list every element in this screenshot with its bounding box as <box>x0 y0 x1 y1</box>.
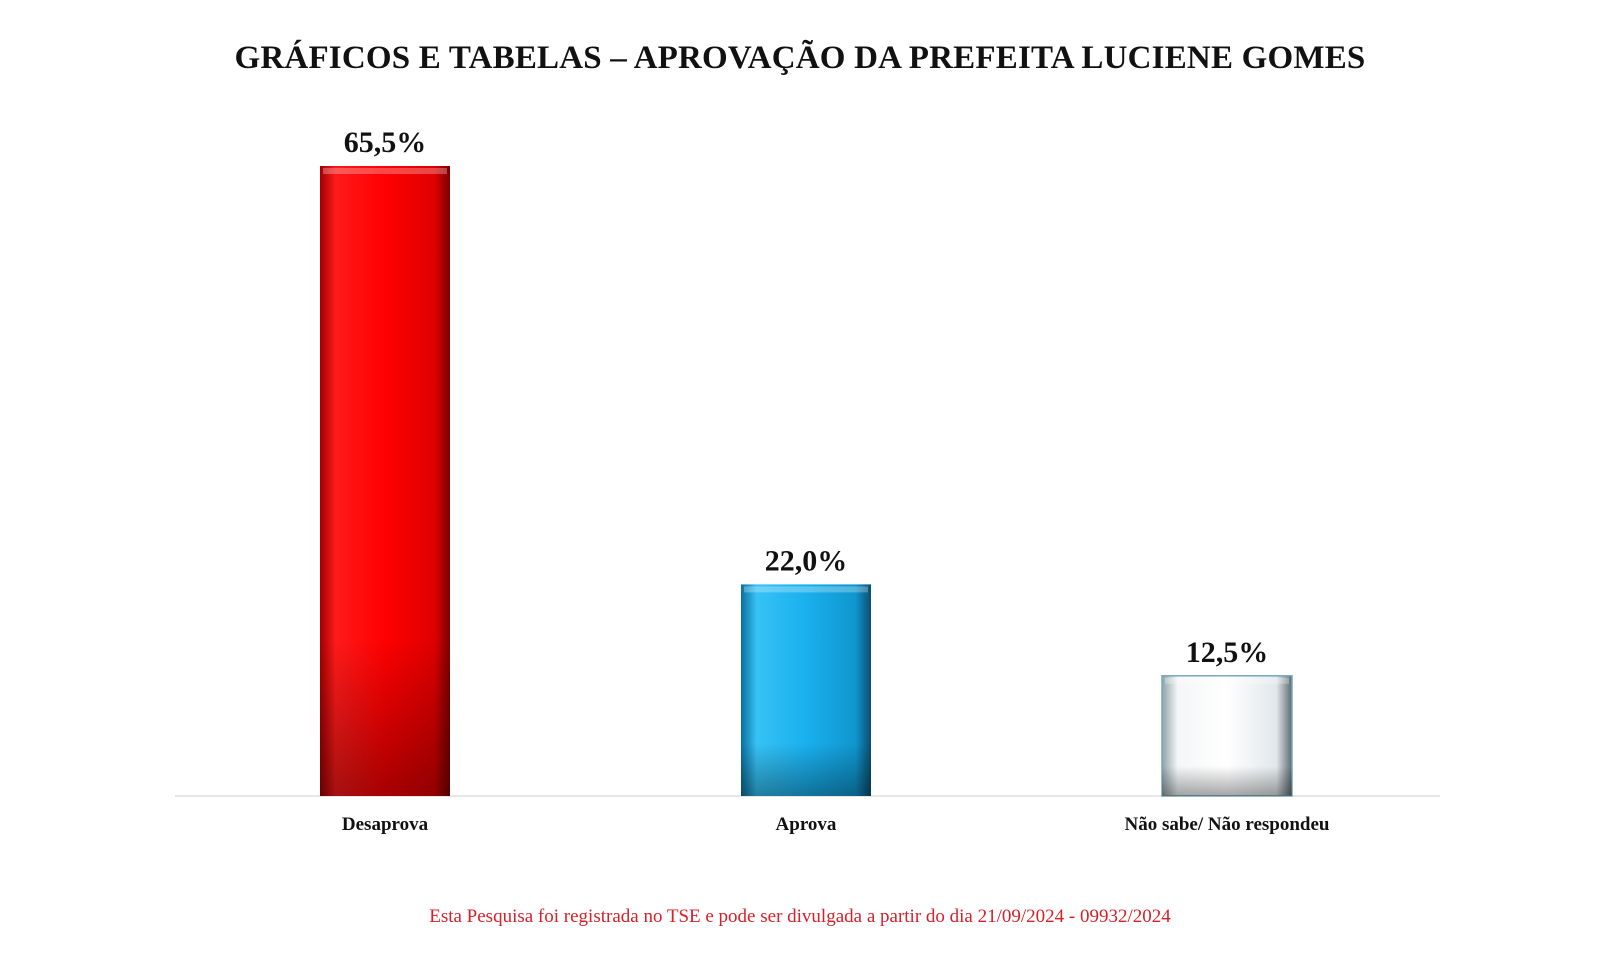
chart-title: GRÁFICOS E TABELAS – APROVAÇÃO DA PREFEI… <box>234 40 1366 76</box>
bar-bevel-desaprova <box>323 168 447 174</box>
bar-shade-aprova <box>741 584 871 796</box>
category-label-aprova: Aprova <box>776 814 837 835</box>
value-label-nao-sabe: 12,5% <box>1186 636 1269 669</box>
footer-note: Esta Pesquisa foi registrada no TSE e po… <box>429 906 1171 927</box>
bar-bevel-aprova <box>744 586 868 593</box>
bar-shade-desaprova <box>320 166 450 796</box>
category-label-nao-sabe: Não sabe/ Não respondeu <box>1125 814 1330 835</box>
bar-shade-nao-sabe <box>1162 675 1292 796</box>
bar-bevel-nao-sabe <box>1165 677 1289 684</box>
value-label-aprova: 22,0% <box>765 544 848 577</box>
category-label-desaprova: Desaprova <box>342 814 429 835</box>
value-label-desaprova: 65,5% <box>344 126 427 159</box>
